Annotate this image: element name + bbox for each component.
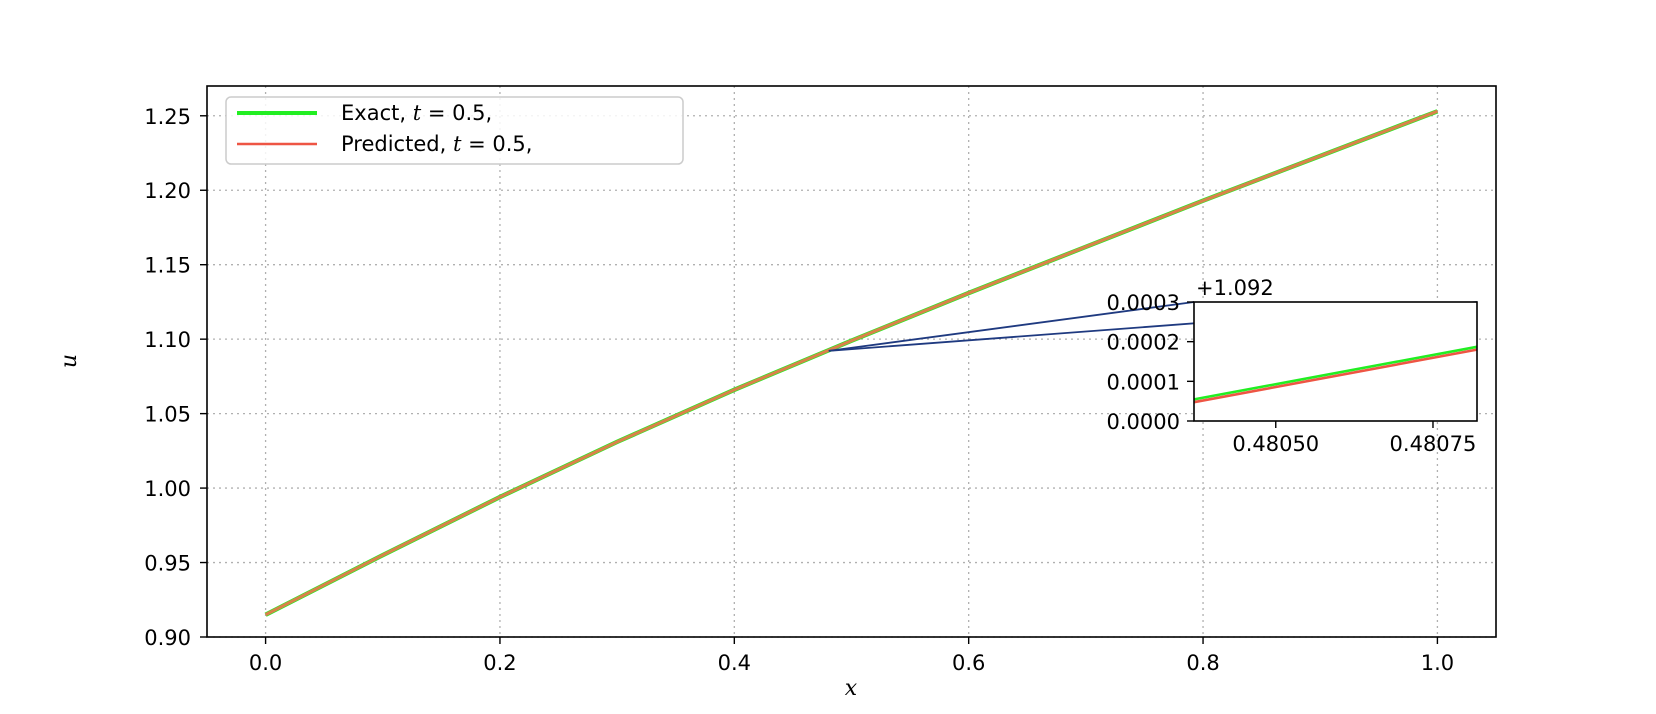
legend-label-predicted: Predicted, t = 0.5, [341, 132, 532, 156]
legend-box [225, 96, 684, 165]
x-tick-label: 0.2 [483, 651, 516, 675]
inset-x-tick-label: 0.48050 [1232, 432, 1319, 456]
x-tick-label: 1.0 [1421, 651, 1454, 675]
y-tick-label: 1.15 [144, 254, 191, 278]
inset-x-tick-label: 0.48075 [1390, 432, 1477, 456]
plot-frame [206, 85, 1497, 638]
main-ticks: 0.0 0.2 0.4 0.6 0.8 1.0 0.90 0.95 1.00 1.05 1.10 1.… [144, 105, 1454, 675]
y-tick-label: 0.90 [144, 626, 191, 650]
y-tick-label: 0.95 [144, 552, 191, 576]
inset-line-predicted [1193, 348, 1478, 404]
inset-frame [1193, 301, 1478, 422]
inset-y-tick-label: 0.0003 [1107, 291, 1180, 315]
inset-y-tick-label: 0.0002 [1107, 331, 1180, 355]
x-tick-label: 0.0 [249, 651, 282, 675]
inset-y-tick-label: 0.0000 [1107, 410, 1180, 434]
x-axis-label: x [845, 676, 858, 701]
y-axis-label: u [57, 354, 82, 368]
inset-y-tick-label: 0.0001 [1107, 370, 1180, 394]
inset-ticks: 0.48050 0.48075 0.0000 0.0001 0.0002 0.0003 [1107, 291, 1477, 456]
legend: Exact, t = 0.5, Predicted, t = 0.5, [225, 96, 684, 165]
y-tick-label: 1.10 [144, 328, 191, 352]
y-tick-label: 1.25 [144, 105, 191, 129]
inset-lines [1193, 345, 1478, 404]
main-lines [264, 109, 1439, 617]
x-tick-label: 0.8 [1186, 651, 1219, 675]
x-tick-label: 0.4 [718, 651, 751, 675]
inset-background [1194, 302, 1477, 421]
inset-offset-label: +1.092 [1196, 276, 1274, 300]
series-line-predicted [264, 109, 1438, 617]
zoom-connector-top-left [828, 301, 1195, 352]
x-tick-label: 0.6 [952, 651, 985, 675]
y-tick-label: 1.20 [144, 179, 191, 203]
inset-line-exact [1193, 345, 1478, 401]
inset-chart: 0.48050 0.48075 0.0000 0.0001 0.0002 0.0003 +… [1107, 276, 1478, 456]
legend-label-exact: Exact, t = 0.5, [341, 101, 492, 125]
y-tick-label: 1.05 [144, 403, 191, 427]
y-tick-label: 1.00 [144, 477, 191, 501]
